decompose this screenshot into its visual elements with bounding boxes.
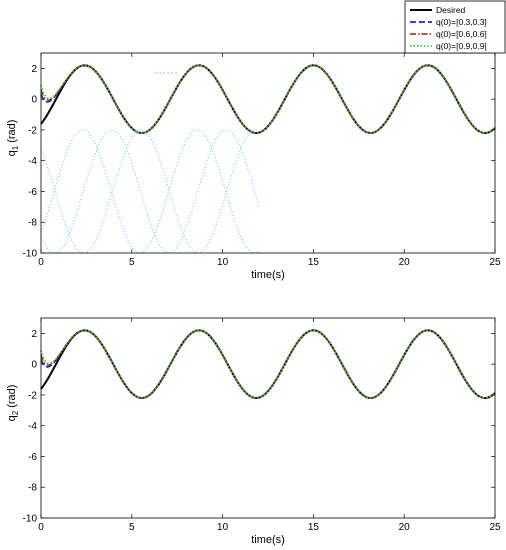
series-line-q0-2 [40, 64, 496, 134]
q1-y-axis-label-sub: 1 [11, 145, 20, 150]
series-line-desired [40, 64, 496, 135]
x-tick-label: 25 [489, 257, 501, 268]
q2-y-axis-label-unit: (rad) [6, 385, 18, 411]
x-tick-label: 10 [217, 522, 229, 533]
x-tick-label: 0 [38, 257, 44, 268]
q1-y-axis-label-unit: (rad) [6, 120, 18, 146]
series-line-desired [40, 329, 496, 400]
q2-series-group [40, 329, 496, 400]
y-tick-label: -6 [28, 452, 37, 463]
legend-entries: Desired q(0)=[0.3,0.3] q(0)=[0.6,0.6] q(0)=… [410, 5, 487, 51]
q1-ghost-artifact [40, 72, 260, 254]
legend-label: Desired [436, 5, 466, 15]
q1-y-axis-label-main: q [6, 150, 18, 156]
y-tick-label: 2 [31, 64, 37, 75]
legend-label: q(0)=[0.6,0.6] [436, 29, 487, 39]
y-tick-label: -10 [23, 249, 38, 260]
x-tick-label: 20 [399, 522, 411, 533]
y-tick-label: -8 [28, 218, 37, 229]
y-tick-label: -8 [28, 483, 37, 494]
y-tick-label: 0 [31, 95, 37, 106]
q2-y-axis-label-sub: 2 [11, 410, 20, 415]
y-tick-label: -2 [28, 390, 37, 401]
ghost-curve [40, 129, 260, 254]
legend-label: q(0)=[0.3,0.3] [436, 17, 487, 27]
x-tick-label: 20 [399, 257, 411, 268]
x-tick-label: 15 [308, 257, 320, 268]
y-tick-label: -6 [28, 187, 37, 198]
q2-y-axis-label: q2 (rad) [6, 385, 20, 422]
legend-label: q(0)=[0.9,0.9] [436, 41, 487, 51]
y-tick-label: -4 [28, 156, 37, 167]
q1-series-group [40, 64, 496, 135]
x-tick-label: 5 [129, 522, 135, 533]
y-tick-label: -10 [23, 514, 38, 525]
y-tick-label: 2 [31, 329, 37, 340]
x-tick-label: 0 [38, 522, 44, 533]
y-tick-label: -2 [28, 125, 37, 136]
legend: Desired q(0)=[0.3,0.3] q(0)=[0.6,0.6] q(0)=… [404, 0, 506, 54]
x-tick-label: 15 [308, 522, 320, 533]
series-line-q0-3 [40, 329, 496, 399]
q2-y-axis-label-main: q [6, 415, 18, 421]
q1-plot-frame [40, 52, 496, 254]
y-tick-label: 0 [31, 360, 37, 371]
q2-x-axis-label: time(s) [251, 534, 285, 546]
x-tick-label: 5 [129, 257, 135, 268]
q2-plot-frame [40, 317, 496, 519]
y-tick-label: -4 [28, 421, 37, 432]
q1-y-axis-label: q1 (rad) [6, 120, 20, 157]
q1-x-axis-label: time(s) [251, 269, 285, 281]
series-line-q0-1 [40, 64, 496, 134]
ghost-curve [40, 129, 260, 254]
series-line-q0-2 [40, 329, 496, 399]
x-tick-label: 10 [217, 257, 229, 268]
series-line-q0-3 [40, 64, 496, 134]
series-line-q0-1 [40, 329, 496, 399]
x-tick-label: 25 [489, 522, 501, 533]
